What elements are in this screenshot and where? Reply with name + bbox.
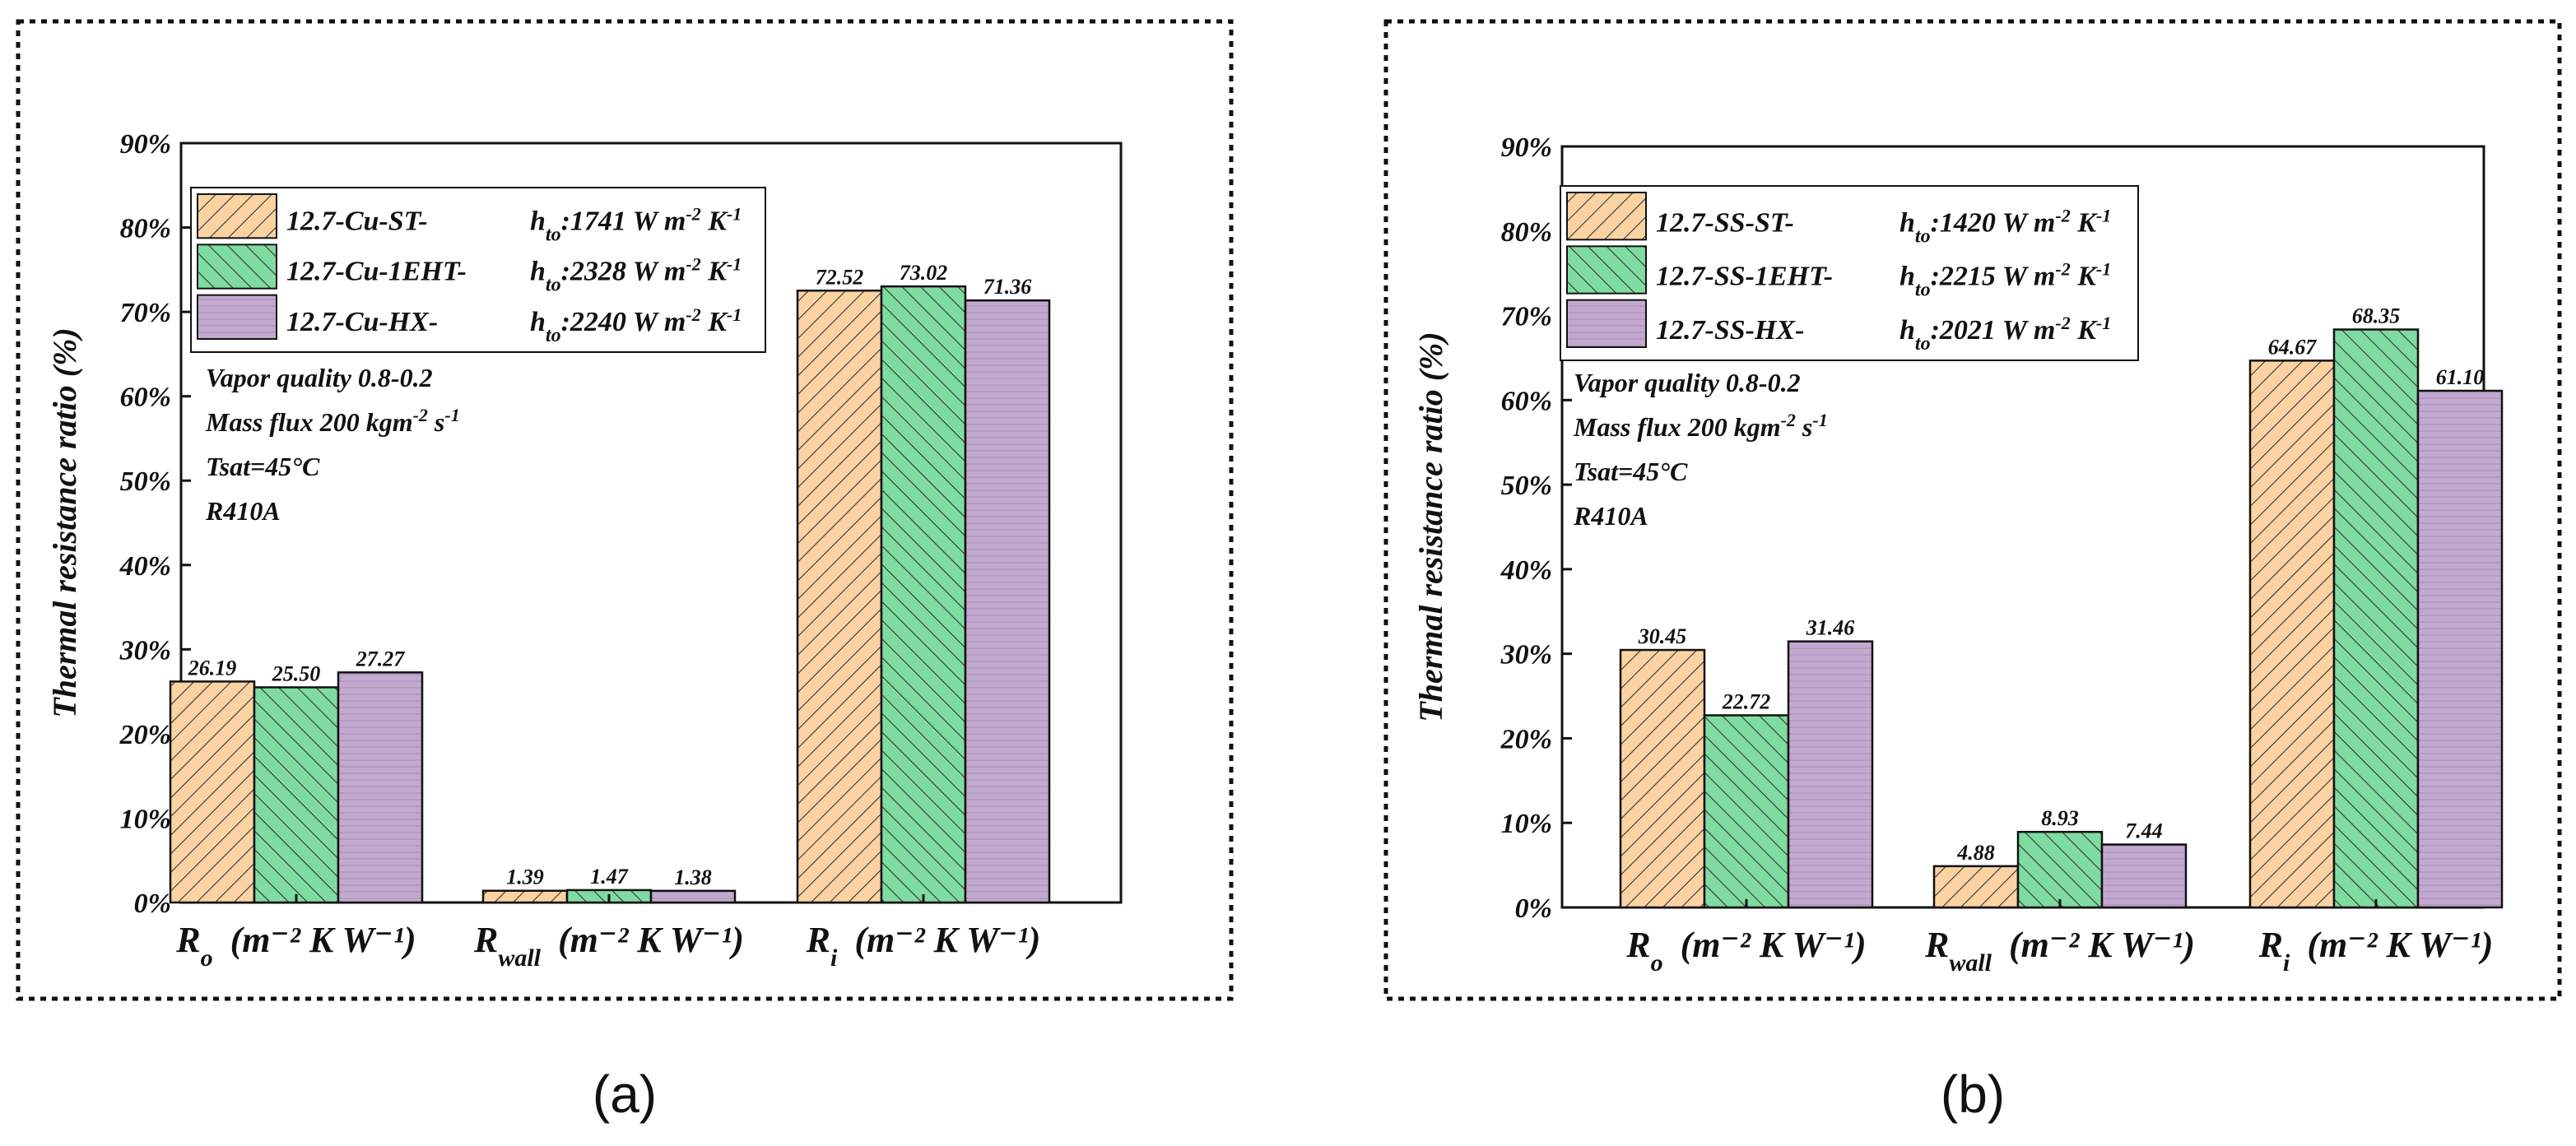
legend-swatch — [197, 193, 277, 239]
legend-entry: 12.7-SS-1EHT-hto:2215 W m-2 K-1 — [1656, 258, 2111, 301]
y-tick-label: 40% — [119, 551, 171, 582]
bar-value-label: 1.38 — [674, 865, 712, 889]
bar — [796, 290, 883, 904]
bar-value-label: 1.47 — [590, 865, 629, 888]
condition-annotation: R410A — [1573, 501, 1648, 531]
legend-swatch — [1566, 299, 1647, 348]
bar-value-label: 71.36 — [983, 275, 1032, 299]
category-label: Ri (m⁻² K W⁻¹) — [806, 920, 1041, 972]
bar — [1619, 648, 1706, 909]
bar-value-label: 68.35 — [2352, 304, 2401, 328]
y-tick-label: 80% — [1501, 217, 1552, 248]
condition-annotation: Mass flux 200 kgm-2 s-1 — [1573, 410, 1828, 443]
category-label: Ro (m⁻² K W⁻¹) — [1625, 925, 1866, 977]
legend-entry: 12.7-Cu-ST-hto:1741 W m-2 K-1 — [286, 203, 742, 246]
bar — [964, 299, 1051, 904]
y-tick-label: 10% — [1501, 809, 1552, 839]
condition-annotation: Mass flux 200 kgm-2 s-1 — [205, 405, 460, 438]
y-axis-label: Thermal resistance ratio (%) — [46, 327, 83, 717]
bar — [2248, 360, 2336, 909]
y-tick-label: 20% — [119, 720, 171, 750]
y-axis-label: Thermal resistance ratio (%) — [1412, 332, 1449, 721]
legend-swatch — [197, 244, 277, 290]
legend: 12.7-Cu-ST-hto:1741 W m-2 K-1 12.7-Cu-1EH… — [190, 187, 766, 353]
bar — [1703, 714, 1790, 909]
y-tick-label: 50% — [1501, 471, 1552, 501]
y-tick-label: 30% — [119, 635, 171, 666]
legend-box — [1560, 185, 2139, 361]
category-label: Rwall (m⁻² K W⁻¹) — [473, 920, 744, 972]
legend-box — [190, 187, 766, 353]
bar-value-label: 64.67 — [2268, 335, 2318, 359]
bar-value-label: 22.72 — [1722, 689, 1771, 713]
bar — [253, 686, 340, 904]
category-label: Rwall (m⁻² K W⁻¹) — [1924, 925, 2195, 977]
bar-value-label: 27.27 — [356, 647, 406, 670]
panel-b-frame — [1383, 19, 2562, 1001]
legend-entry: 12.7-Cu-HX-hto:2240 W m-2 K-1 — [286, 304, 742, 347]
y-tick-label: 70% — [1501, 302, 1552, 332]
legend-swatch — [197, 294, 277, 340]
bar-value-label: 4.88 — [1956, 841, 1995, 865]
legend-swatch — [1566, 245, 1647, 295]
bar — [880, 285, 967, 904]
bar — [169, 680, 256, 904]
legend-entry: 12.7-Cu-1EHT-hto:2328 W m-2 K-1 — [286, 253, 742, 296]
y-tick-label: 20% — [1500, 724, 1552, 754]
y-tick-label: 50% — [120, 466, 171, 497]
panel-a: 0% 10% 20% 30% 40% 50% 60% 70% 80% 90% Thermal res… — [16, 19, 1234, 1124]
legend-swatch — [1566, 192, 1647, 241]
bar-value-label: 61.10 — [2436, 365, 2485, 389]
y-tick-label: 30% — [1500, 640, 1552, 670]
bar — [481, 889, 569, 904]
bar-value-label: 73.02 — [900, 261, 948, 285]
condition-annotation: Vapor quality 0.8-0.2 — [1574, 368, 1801, 397]
bar — [649, 889, 737, 904]
y-tick-label: 60% — [120, 383, 171, 413]
bar-value-label: 25.50 — [272, 661, 321, 685]
panel-b: 0% 10% 20% 30% 40% 50% 60% 70% 80% 90% Thermal res… — [1383, 19, 2562, 1124]
bar — [2332, 328, 2420, 909]
y-tick-label: 10% — [120, 804, 171, 834]
bar — [1787, 640, 1874, 909]
condition-annotation: Vapor quality 0.8-0.2 — [206, 363, 433, 392]
bar — [2100, 843, 2188, 909]
bar — [2416, 389, 2504, 909]
category-label: Ro (m⁻² K W⁻¹) — [175, 920, 416, 972]
y-tick-label: 90% — [120, 129, 171, 160]
bar-value-label: 8.93 — [2041, 806, 2079, 830]
panel-a-label: (a) — [593, 1065, 657, 1124]
condition-annotation: Tsat=45°C — [206, 452, 320, 481]
bar-value-label: 7.44 — [2125, 819, 2163, 843]
panel-a-plot: 0% 10% 20% 30% 40% 50% 60% 70% 80% 90% Thermal res… — [46, 129, 1123, 972]
bar — [1932, 865, 2020, 909]
y-tick-label: 70% — [120, 298, 171, 328]
condition-annotation: R410A — [205, 496, 281, 526]
y-tick-label: 60% — [1501, 386, 1552, 416]
legend-entry: 12.7-SS-HX-hto:2021 W m-2 K-1 — [1656, 313, 2111, 355]
bar-value-label: 26.19 — [188, 656, 237, 680]
legend-entry: 12.7-SS-ST-hto:1420 W m-2 K-1 — [1656, 205, 2111, 248]
bar-value-label: 30.45 — [1638, 624, 1687, 648]
bar-value-label: 1.39 — [506, 865, 544, 889]
y-tick-label: 40% — [1500, 555, 1552, 586]
panel-b-label: (b) — [1941, 1065, 2005, 1124]
bar — [337, 671, 424, 904]
category-label: Ri (m⁻² K W⁻¹) — [2258, 925, 2494, 977]
y-tick-label: 0% — [134, 888, 171, 919]
legend: 12.7-SS-ST-hto:1420 W m-2 K-1 12.7-SS-1EH… — [1560, 185, 2139, 361]
panel-b-plot: 0% 10% 20% 30% 40% 50% 60% 70% 80% 90% Thermal res… — [1412, 132, 2504, 977]
y-tick-label: 0% — [1515, 893, 1552, 924]
bar-value-label: 31.46 — [1806, 616, 1855, 640]
bar — [2016, 830, 2104, 909]
condition-annotation: Tsat=45°C — [1574, 457, 1688, 486]
bar-value-label: 72.52 — [816, 265, 864, 289]
y-tick-label: 90% — [1501, 132, 1552, 163]
y-tick-label: 80% — [120, 214, 171, 244]
